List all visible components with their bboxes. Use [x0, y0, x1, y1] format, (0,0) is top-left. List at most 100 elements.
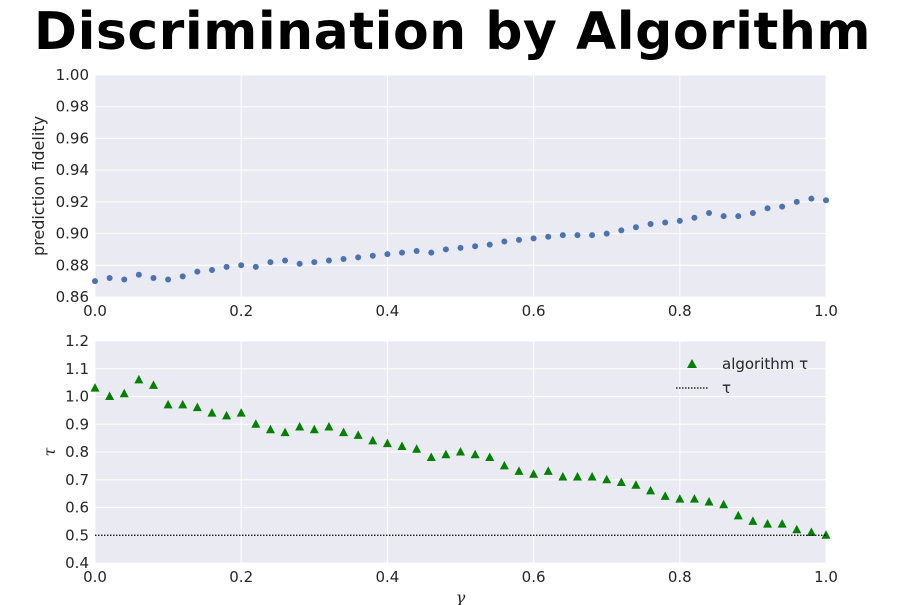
- data-point: [647, 221, 654, 228]
- y-tick-label: 1.0: [65, 388, 89, 406]
- data-point: [748, 516, 758, 525]
- data-point: [720, 213, 727, 220]
- legend-label: algorithm τ: [722, 355, 808, 373]
- data-point: [222, 410, 232, 420]
- data-point: [689, 494, 699, 503]
- data-point: [485, 452, 495, 462]
- x-tick-label: 0.0: [83, 302, 107, 320]
- data-point: [719, 499, 729, 509]
- data-point: [382, 438, 392, 448]
- data-point: [192, 402, 202, 412]
- data-point: [733, 510, 743, 520]
- y-tick-label: 1.2: [65, 332, 89, 350]
- data-point: [823, 197, 829, 204]
- data-point: [267, 259, 274, 266]
- data-point: [441, 449, 451, 459]
- data-point: [280, 427, 290, 437]
- data-point: [179, 273, 186, 280]
- data-point: [384, 251, 391, 258]
- data-point: [282, 257, 289, 264]
- y-tick-label: 0.9: [65, 415, 89, 433]
- data-point: [368, 435, 378, 445]
- data-point: [236, 408, 246, 417]
- data-point: [501, 238, 508, 245]
- data-point: [309, 424, 319, 434]
- y-tick-label: 0.86: [56, 288, 89, 306]
- data-point: [428, 249, 435, 256]
- data-point: [675, 494, 685, 503]
- data-point: [148, 380, 158, 389]
- y-tick-label: 0.94: [56, 161, 89, 179]
- data-point: [194, 268, 201, 275]
- data-point: [572, 471, 582, 481]
- data-point: [369, 252, 376, 259]
- y-tick-label: 0.98: [56, 98, 89, 116]
- data-point: [515, 236, 522, 243]
- data-point: [325, 257, 332, 264]
- data-point: [704, 496, 714, 506]
- data-point: [324, 422, 334, 431]
- data-point: [470, 449, 480, 459]
- y-tick-label: 0.96: [56, 129, 89, 147]
- x-tick-label: 0.8: [668, 568, 692, 586]
- chart-title: Discrimination by Algorithm: [33, 2, 872, 62]
- data-point: [251, 419, 261, 428]
- data-point: [150, 274, 157, 281]
- data-point: [777, 519, 787, 528]
- tau-plot: 0.0 0.2 0.4 0.6 0.8 1.0 0.4 0.5 0.6 0.7 0.8 0.9 1.0 1…: [40, 332, 838, 605]
- y-tick-label: 0.88: [56, 256, 89, 274]
- x-tick-label: 0.2: [229, 568, 253, 586]
- data-point: [486, 241, 493, 248]
- data-point: [399, 249, 406, 256]
- data-point: [355, 254, 362, 261]
- data-point: [119, 388, 129, 398]
- y-tick-label: 1.1: [65, 360, 89, 378]
- data-point: [499, 460, 509, 470]
- data-point: [296, 260, 303, 267]
- data-point: [603, 230, 610, 237]
- x-tick-label: 0.4: [375, 568, 399, 586]
- data-point: [163, 399, 173, 409]
- data-point: [339, 427, 349, 437]
- x-axis-label: γ: [456, 588, 466, 605]
- data-point: [543, 466, 553, 475]
- data-point: [121, 276, 128, 283]
- data-point: [735, 213, 742, 220]
- data-point: [662, 219, 669, 226]
- data-point: [587, 471, 597, 481]
- data-point: [265, 424, 275, 434]
- y-axis-label: τ: [40, 446, 59, 456]
- data-point: [574, 232, 581, 239]
- data-point: [764, 205, 771, 212]
- data-point: [135, 271, 142, 278]
- x-tick-label: 0.8: [668, 302, 692, 320]
- data-point: [632, 224, 639, 231]
- data-point: [530, 235, 537, 242]
- x-tick-label: 0.4: [375, 302, 399, 320]
- y-axis-label: prediction fidelity: [29, 116, 48, 256]
- data-point: [763, 519, 773, 528]
- data-point: [208, 267, 215, 274]
- data-point: [295, 422, 305, 431]
- y-tick-label: 0.92: [56, 193, 89, 211]
- data-point: [646, 485, 656, 495]
- data-point: [779, 203, 786, 210]
- x-tick-label: 0.0: [83, 568, 107, 586]
- data-point: [706, 209, 713, 216]
- plot-background: [95, 75, 826, 297]
- data-point: [821, 530, 831, 539]
- x-tick-label: 1.0: [814, 568, 838, 586]
- data-point: [808, 195, 815, 202]
- data-point: [340, 255, 347, 262]
- data-point: [311, 259, 318, 266]
- data-point: [90, 383, 100, 392]
- x-tick-label: 0.6: [522, 302, 546, 320]
- data-point: [426, 452, 436, 462]
- data-point: [472, 243, 479, 250]
- y-tick-label: 0.4: [65, 554, 89, 572]
- data-point: [165, 276, 172, 283]
- data-point: [514, 466, 524, 475]
- x-tick-label: 1.0: [814, 302, 838, 320]
- data-point: [134, 374, 144, 384]
